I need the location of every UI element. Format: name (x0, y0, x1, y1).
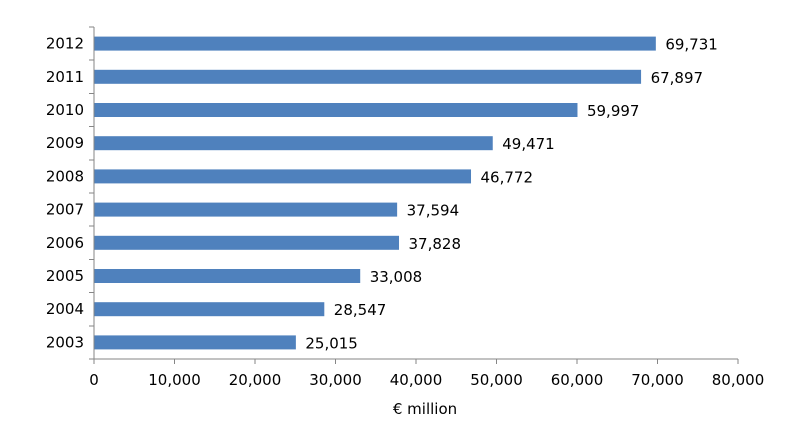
x-tick-label: 60,000 (551, 371, 604, 389)
bar-2008 (94, 169, 472, 184)
y-tick-label-2006: 2006 (46, 234, 84, 252)
data-label-2008: 46,772 (481, 168, 534, 186)
bar-2009 (94, 136, 493, 151)
y-tick-label-2009: 2009 (46, 134, 84, 152)
y-tick-label-2008: 2008 (46, 167, 84, 185)
x-tick-label: 20,000 (229, 371, 282, 389)
bar-2011 (94, 69, 642, 84)
y-tick-label-2004: 2004 (46, 300, 84, 318)
x-tick-label: 80,000 (712, 371, 765, 389)
data-label-2007: 37,594 (407, 202, 460, 220)
data-label-2004: 28,547 (334, 301, 387, 319)
data-label-2012: 69,731 (665, 36, 718, 54)
labels-layer: 2003 25,015 2004 28,547 2005 33,008 2006 37,828… (46, 35, 764, 389)
bar-2004 (94, 302, 325, 317)
data-label-2005: 33,008 (370, 268, 423, 286)
y-tick-label-2011: 2011 (46, 68, 84, 86)
x-tick-label: 30,000 (309, 371, 362, 389)
data-label-2006: 37,828 (409, 235, 462, 253)
x-tick-label: 10,000 (148, 371, 201, 389)
y-tick-label-2003: 2003 (46, 333, 84, 351)
bar-2012 (94, 36, 656, 51)
y-tick-label-2010: 2010 (46, 101, 84, 119)
data-label-2009: 49,471 (502, 135, 555, 153)
bar-2006 (94, 235, 400, 250)
axes-layer (89, 26, 739, 364)
x-tick-label: 50,000 (470, 371, 523, 389)
data-label-2003: 25,015 (305, 334, 358, 352)
bar-2010 (94, 103, 578, 117)
y-tick-label-2007: 2007 (46, 201, 84, 219)
bar-2007 (94, 202, 398, 217)
x-tick-label: 70,000 (631, 371, 684, 389)
y-tick-label-2005: 2005 (46, 267, 84, 285)
bar-2005 (94, 269, 361, 283)
data-label-2010: 59,997 (587, 102, 640, 120)
y-tick-label-2012: 2012 (46, 35, 84, 53)
x-tick-label: 0 (89, 371, 99, 389)
bar-2003 (94, 335, 296, 350)
data-label-2011: 67,897 (651, 69, 704, 87)
x-tick-label: 40,000 (390, 371, 443, 389)
x-axis-title: € million (393, 400, 457, 418)
bars-layer (94, 36, 656, 350)
